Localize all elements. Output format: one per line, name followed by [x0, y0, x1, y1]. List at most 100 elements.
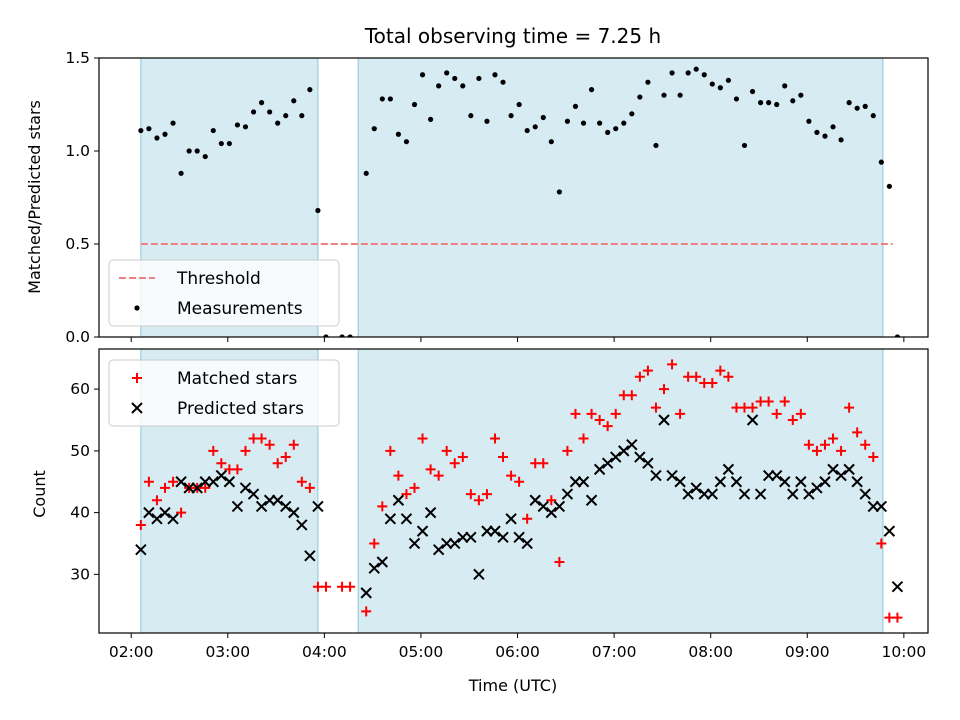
- predicted-star-point: [843, 463, 855, 476]
- matched-star-point: [441, 445, 452, 456]
- measurement-point: [347, 334, 353, 337]
- predicted-star-point: [296, 519, 308, 531]
- predicted-star-point: [497, 531, 509, 544]
- measurement-point: [645, 79, 651, 85]
- predicted-star-point: [207, 476, 219, 488]
- y-tick-label: 0.0: [65, 328, 90, 346]
- matched-star-point: [642, 365, 653, 376]
- matched-star-point: [168, 476, 179, 487]
- matched-star-point: [489, 433, 500, 444]
- matched-star-point: [320, 581, 331, 592]
- matched-star-point: [280, 452, 291, 463]
- predicted-star-point: [770, 469, 783, 482]
- predicted-star-point: [746, 414, 759, 426]
- x-tick-label: 02:00: [109, 643, 154, 661]
- predicted-star-point: [360, 587, 372, 599]
- matched-star-point: [304, 482, 315, 493]
- bottom-panel: 30 40 50 60 02:00 03:00 04:00 05:00 06:00 07:00 08…: [70, 348, 929, 661]
- measurement-point: [275, 120, 281, 126]
- matched-star-point: [385, 445, 396, 456]
- predicted-star-point: [231, 500, 244, 513]
- legend-frame: [108, 359, 340, 427]
- matched-star-point: [345, 581, 356, 592]
- predicted-star-point: [159, 506, 171, 519]
- legend-swatch: [132, 373, 142, 383]
- predicted-star-point: [473, 568, 485, 581]
- measurement-point: [749, 88, 756, 95]
- matched-star-point: [457, 452, 468, 463]
- predicted-star-point: [304, 550, 316, 562]
- predicted-star-point: [416, 525, 429, 537]
- measurement-point: [484, 118, 490, 124]
- predicted-star-point: [859, 488, 871, 500]
- predicted-star-point: [835, 469, 847, 482]
- matched-star-point: [779, 396, 790, 407]
- matched-star-point: [409, 482, 420, 493]
- predicted-star-point: [674, 476, 686, 488]
- measurement-point: [379, 96, 385, 102]
- predicted-star-point: [819, 476, 831, 488]
- predicted-star-point: [803, 488, 815, 500]
- matched-star-point: [135, 519, 146, 530]
- measurement-point: [516, 101, 522, 108]
- measurement-point: [838, 137, 844, 143]
- y-tick-label: 1.5: [65, 49, 90, 67]
- measurement-point: [653, 142, 659, 149]
- matched-star-point: [425, 464, 436, 475]
- predicted-star-point: [424, 506, 437, 519]
- measurement-point: [757, 100, 764, 106]
- predicted-star-point: [618, 445, 630, 457]
- predicted-star-point: [787, 488, 799, 500]
- predicted-star-point: [650, 469, 662, 482]
- predicted-star-point: [167, 513, 179, 525]
- matched-star-point: [361, 606, 372, 617]
- predicted-star-point: [714, 476, 727, 488]
- matched-star-point: [401, 489, 412, 500]
- predicted-star-point: [682, 488, 694, 500]
- predicted-star-point: [271, 494, 284, 506]
- legend-label: Predicted stars: [177, 399, 304, 419]
- measurement-point: [613, 126, 619, 132]
- matched-star-point: [296, 476, 307, 487]
- measurement-point: [532, 124, 538, 130]
- matched-star-point: [506, 470, 517, 481]
- measurement-point: [202, 153, 208, 160]
- y-tick-label: 50: [70, 442, 90, 460]
- matched-star-point: [272, 458, 283, 469]
- measurement-point: [572, 103, 579, 109]
- matched-star-point: [811, 445, 822, 456]
- predicted-star-point: [626, 438, 638, 451]
- measurement-point: [701, 72, 707, 78]
- matched-star-point: [473, 495, 484, 506]
- matched-star-point: [570, 408, 581, 419]
- measurement-point: [476, 75, 482, 82]
- predicted-star-point: [722, 463, 735, 476]
- measurement-point: [428, 116, 434, 122]
- matched-star-point: [892, 612, 903, 623]
- predicted-star-point: [754, 488, 767, 500]
- legend-swatch: [131, 402, 143, 414]
- matched-star-point: [449, 458, 460, 469]
- predicted-star-point: [255, 500, 268, 513]
- x-tick-label: 10:00: [882, 643, 927, 661]
- x-tick-label: 03:00: [205, 643, 250, 661]
- matched-star-point: [747, 402, 758, 413]
- plot-area: [138, 58, 901, 337]
- predicted-star-point: [577, 476, 590, 488]
- predicted-star-point: [561, 488, 574, 500]
- predicted-star-point: [706, 488, 719, 500]
- predicted-star-point: [642, 457, 654, 469]
- measurement-point: [444, 70, 450, 76]
- measurement-point: [540, 114, 546, 121]
- measurement-point: [234, 122, 241, 128]
- measurement-point: [468, 113, 474, 119]
- predicted-star-point: [593, 463, 606, 476]
- matched-star-point: [667, 359, 678, 370]
- measurement-point: [226, 140, 232, 147]
- matched-star-point: [143, 476, 154, 487]
- predicted-star-point: [738, 488, 751, 500]
- predicted-star-point: [553, 500, 566, 513]
- predicted-star-point: [368, 562, 380, 574]
- y-tick-label: 0.5: [65, 235, 90, 253]
- measurement-point: [218, 140, 224, 147]
